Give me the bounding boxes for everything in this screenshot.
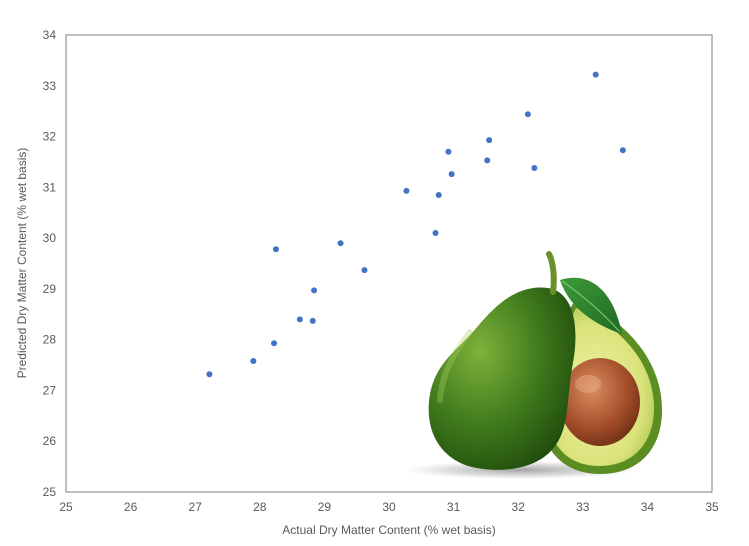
x-tick-label: 29 (318, 500, 332, 514)
y-axis-title: Predicted Dry Matter Content (% wet basi… (15, 148, 29, 379)
data-point (619, 147, 626, 154)
avocado-whole (428, 287, 576, 470)
x-tick-label: 32 (512, 500, 526, 514)
x-tick-label: 34 (641, 500, 655, 514)
data-point (250, 357, 257, 364)
data-point (361, 267, 368, 274)
y-tick-label: 29 (43, 282, 57, 296)
y-tick-label: 30 (43, 231, 57, 245)
x-axis-title: Actual Dry Matter Content (% wet basis) (282, 523, 495, 537)
data-point (271, 340, 278, 347)
data-point (435, 191, 442, 198)
avocado-illustration (405, 251, 662, 479)
avocado-seed (560, 358, 640, 446)
y-tick-label: 25 (43, 485, 57, 499)
avocado-stem (546, 251, 557, 295)
data-point (448, 171, 455, 178)
x-tick-label: 26 (124, 500, 138, 514)
x-tick-label: 33 (576, 500, 590, 514)
seed-highlight (575, 375, 601, 393)
x-tick-label: 27 (189, 500, 203, 514)
data-points (206, 71, 626, 378)
avocado-leaf (560, 277, 622, 334)
x-tick-label: 30 (382, 500, 396, 514)
data-point (524, 111, 531, 118)
data-point (592, 71, 599, 78)
data-point (484, 157, 491, 164)
y-tick-label: 33 (43, 79, 57, 93)
y-tick-label: 31 (43, 180, 57, 194)
data-point (296, 316, 303, 323)
plot-area-frame (65, 34, 713, 493)
x-tick-label: 31 (447, 500, 461, 514)
x-tick-label: 35 (705, 500, 719, 514)
data-point (403, 187, 410, 194)
y-tick-label: 34 (43, 28, 57, 42)
data-point (486, 137, 493, 144)
y-tick-label: 32 (43, 130, 57, 144)
data-point (272, 246, 279, 253)
data-point (309, 317, 316, 324)
avocado-highlight (437, 329, 473, 403)
x-tick-label: 25 (59, 500, 73, 514)
data-point (432, 230, 439, 237)
y-tick-label: 26 (43, 434, 57, 448)
data-point (311, 287, 318, 294)
leaf-vein (561, 280, 621, 333)
data-point (337, 240, 344, 247)
data-point (531, 165, 538, 172)
y-tick-label: 28 (43, 333, 57, 347)
x-axis-ticks: 25 26 27 28 29 30 31 32 33 34 35 (59, 500, 719, 514)
x-tick-label: 28 (253, 500, 267, 514)
y-tick-label: 27 (43, 383, 57, 397)
data-point (445, 148, 452, 155)
data-point (206, 371, 213, 378)
y-axis-ticks: 25 26 27 28 29 30 31 32 33 34 (43, 28, 57, 499)
